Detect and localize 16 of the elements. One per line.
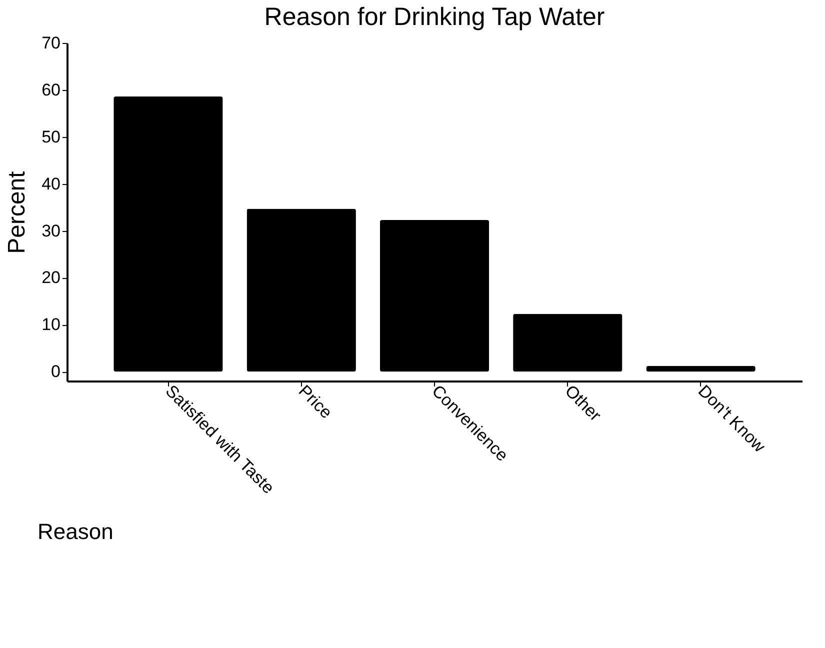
- bar: [513, 314, 622, 372]
- bar: [114, 96, 223, 372]
- y-tick-label: 50: [42, 127, 60, 146]
- y-tick-label: 70: [42, 34, 60, 52]
- bar: [246, 208, 356, 372]
- y-tick-label: 10: [42, 315, 60, 334]
- y-tick-label: 40: [42, 174, 60, 194]
- y-tick-label: 0: [51, 362, 60, 382]
- y-tick-label: 20: [42, 268, 60, 288]
- x-axis-title: Reason: [38, 519, 114, 544]
- bar: [646, 366, 756, 372]
- y-tick-label: 60: [42, 80, 60, 100]
- chart-title: Reason for Drinking Tap Water: [264, 3, 605, 31]
- bar: [380, 220, 490, 372]
- y-tick-label: 30: [42, 221, 60, 240]
- y-axis-title: Percent: [4, 170, 31, 254]
